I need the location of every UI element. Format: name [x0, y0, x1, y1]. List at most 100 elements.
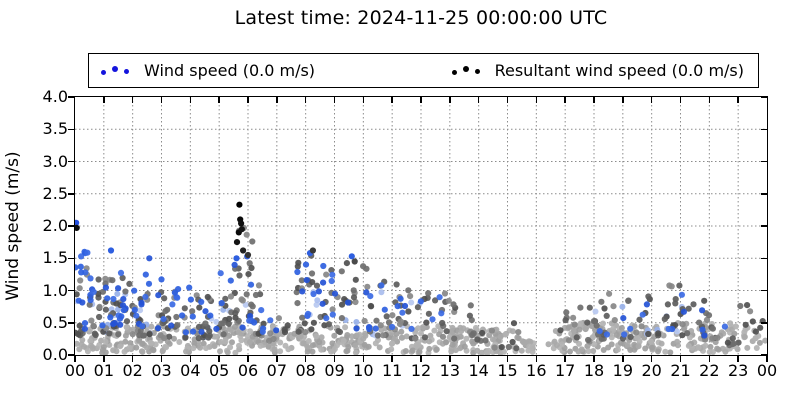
x-tick-top: [449, 97, 451, 103]
y-tick-right: [761, 128, 767, 130]
x-tick-top: [189, 97, 192, 103]
x-tick-label: 10: [353, 361, 374, 380]
scatter-wind-speed-blue: [74, 248, 728, 339]
x-tick-label: 05: [208, 361, 230, 380]
x-tick-bottom: [189, 355, 192, 362]
x-tick-label: 20: [641, 361, 662, 380]
scatter-resultant-wind-gray: [74, 224, 766, 351]
y-tick-label: 3.0: [42, 151, 68, 171]
x-tick-top: [593, 97, 595, 103]
x-tick-bottom: [477, 355, 480, 362]
x-tick-top: [420, 97, 422, 103]
chart-title: Latest time: 2024-11-25 00:00:00 UTC: [234, 7, 608, 29]
y-tick-label: 1.0: [42, 280, 68, 300]
x-tick-label: 19: [612, 361, 633, 380]
legend-entry-wind-speed: Wind speed (0.0 m/s): [101, 61, 315, 80]
x-tick-bottom: [420, 355, 422, 362]
x-tick-top: [506, 97, 509, 103]
x-tick-bottom: [160, 355, 163, 362]
x-tick-bottom: [304, 355, 307, 362]
scatter-baseline-old-gray: [74, 319, 767, 355]
x-tick-bottom: [333, 355, 336, 362]
y-tick-left: [68, 160, 75, 163]
x-tick-label: 09: [324, 361, 345, 380]
x-tick-bottom: [103, 355, 105, 362]
y-tick-label: 3.5: [42, 119, 68, 139]
x-tick-label: 07: [266, 361, 287, 380]
y-tick-label: 1.5: [42, 248, 68, 268]
legend-label-resultant-wind-speed: Resultant wind speed (0.0 m/s): [494, 61, 744, 80]
x-tick-top: [333, 97, 336, 103]
x-tick-top: [247, 97, 249, 103]
x-tick-label: 01: [93, 361, 114, 380]
x-tick-bottom: [650, 355, 653, 362]
x-tick-bottom: [362, 355, 365, 362]
x-tick-label: 04: [180, 361, 201, 380]
x-tick-bottom: [247, 355, 249, 362]
y-tick-right: [761, 225, 767, 227]
y-tick-label: 0.0: [42, 345, 68, 364]
x-tick-top: [304, 97, 307, 103]
y-tick-right: [761, 289, 767, 292]
x-tick-bottom: [737, 355, 739, 362]
x-tick-bottom: [276, 355, 278, 362]
x-tick-top: [131, 97, 134, 103]
x-tick-top: [535, 97, 538, 103]
x-tick-top: [708, 97, 711, 103]
y-tick-right: [761, 354, 767, 356]
x-tick-bottom: [131, 355, 134, 362]
x-tick-label: 16: [526, 361, 547, 380]
x-tick-top: [391, 97, 393, 103]
resultant-wind-speed-dots-icon: [451, 65, 480, 75]
y-tick-right: [761, 160, 767, 163]
legend-label-wind-speed: Wind speed (0.0 m/s): [144, 61, 316, 80]
y-tick-label: 0.5: [42, 312, 68, 332]
x-tick-label: 17: [554, 361, 576, 380]
y-tick-left: [68, 225, 75, 227]
x-tick-bottom: [622, 355, 624, 362]
x-tick-top: [160, 97, 163, 103]
scatter-canvas: [74, 96, 767, 355]
x-tick-label: 02: [122, 361, 143, 380]
x-tick-label: 13: [439, 361, 460, 380]
y-axis-label: Wind speed (m/s): [2, 150, 23, 301]
y-tick-label: 2.5: [42, 183, 68, 203]
x-tick-label: 03: [151, 361, 172, 380]
x-tick-top: [679, 97, 682, 103]
x-tick-bottom: [506, 355, 509, 362]
x-tick-bottom: [766, 355, 768, 362]
x-tick-label: 15: [497, 361, 518, 380]
x-tick-top: [276, 97, 278, 103]
x-tick-bottom: [449, 355, 451, 362]
y-tick-right: [761, 96, 767, 98]
x-tick-top: [650, 97, 653, 103]
y-tick-label: 4.0: [42, 87, 68, 106]
x-tick-label: 00: [756, 361, 778, 380]
x-tick-label: 08: [295, 361, 316, 380]
x-tick-bottom: [564, 355, 566, 362]
x-tick-bottom: [535, 355, 538, 362]
x-tick-label: 23: [727, 361, 749, 380]
x-tick-top: [103, 97, 105, 103]
x-tick-label: 21: [670, 361, 691, 380]
x-tick-bottom: [218, 355, 220, 362]
x-tick-bottom: [679, 355, 682, 362]
y-tick-left: [68, 322, 75, 324]
x-tick-label: 18: [583, 361, 605, 380]
y-tick-left: [68, 257, 75, 259]
x-tick-label: 06: [237, 361, 259, 380]
x-tick-bottom: [708, 355, 711, 362]
x-tick-top: [218, 97, 220, 103]
y-tick-right: [761, 322, 767, 324]
grid-lines: [74, 96, 767, 355]
x-tick-label: 12: [410, 361, 432, 380]
x-tick-top: [362, 97, 365, 103]
y-tick-label: 2.0: [42, 216, 68, 235]
x-tick-top: [737, 97, 739, 103]
x-tick-label: 00: [64, 361, 86, 380]
x-tick-top: [477, 97, 480, 103]
x-tick-label: 14: [468, 361, 489, 380]
x-tick-bottom: [391, 355, 393, 362]
y-tick-left: [68, 354, 75, 356]
